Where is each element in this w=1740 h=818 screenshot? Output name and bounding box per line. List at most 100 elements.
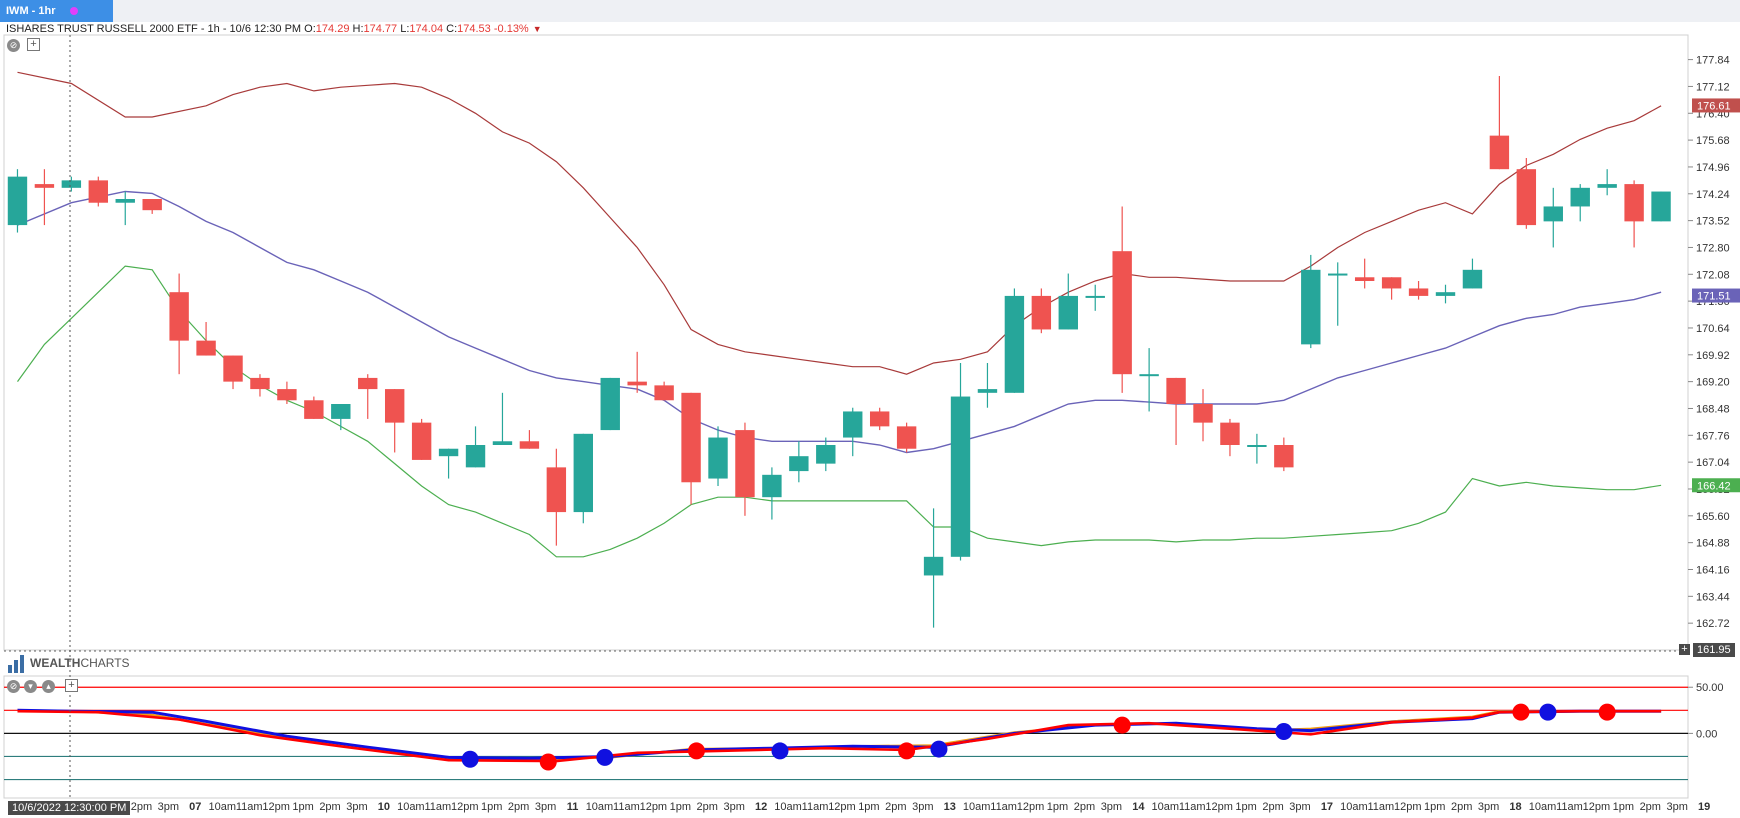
- chevron-down-icon[interactable]: ▾: [24, 680, 37, 693]
- wealthcharts-logo: WEALTHCHARTS: [8, 655, 130, 675]
- candle-body: [384, 389, 405, 423]
- time-axis-label: 11am: [236, 801, 263, 813]
- candle-down: [1624, 180, 1644, 248]
- candle-body: [115, 199, 135, 203]
- candle-body: [923, 556, 944, 576]
- candle-down: [277, 381, 297, 404]
- osc-red-line: [17, 709, 1662, 763]
- time-axis-label: 12pm: [1017, 801, 1045, 813]
- time-axis-label: 2pm: [1074, 801, 1095, 813]
- candle-body: [358, 377, 378, 390]
- candle-up: [492, 392, 513, 445]
- time-axis-label: 10: [378, 801, 390, 813]
- candle-body: [950, 396, 971, 557]
- candle-up: [923, 508, 944, 628]
- candle-down: [869, 407, 890, 431]
- candle-body: [1489, 135, 1510, 170]
- candle-down: [654, 381, 674, 401]
- crosshair-price-label: 161.95: [1693, 643, 1735, 657]
- expand-plus-icon[interactable]: +: [27, 38, 40, 51]
- price-axis-label: 167.04: [1696, 457, 1730, 469]
- price-axis-label: 169.92: [1696, 350, 1730, 362]
- candle-body: [843, 411, 863, 438]
- candle-body: [1004, 295, 1025, 393]
- candle-down: [1274, 437, 1294, 472]
- main-panel-border: [3, 34, 1689, 651]
- time-axis-label: 1pm: [1424, 801, 1445, 813]
- candle-down: [519, 430, 540, 449]
- time-axis-label: 2pm: [885, 801, 906, 813]
- candle-up: [1004, 288, 1025, 393]
- time-axis-label: 12pm: [640, 801, 668, 813]
- time-axis-label: 3pm: [346, 801, 367, 813]
- time-axis-label: 12pm: [1394, 801, 1422, 813]
- upper-band-line: [17, 71, 1662, 375]
- draw-tool-icon[interactable]: ⊘: [7, 39, 20, 52]
- candle-body: [789, 456, 809, 472]
- chevron-up-icon[interactable]: ▴: [42, 680, 55, 693]
- time-axis-label: 1pm: [1235, 801, 1256, 813]
- time-axis-label: 18: [1509, 801, 1521, 813]
- last-value-tag-label: 176.61: [1697, 100, 1731, 112]
- time-axis-label: 12pm: [1205, 801, 1233, 813]
- candle-down: [304, 396, 324, 419]
- osc-signal-marker: [1512, 703, 1530, 721]
- candle-down: [88, 176, 109, 207]
- candle-body: [492, 441, 513, 445]
- candle-up: [1651, 191, 1671, 222]
- osc-axis-label: 0.00: [1696, 728, 1717, 740]
- candle-down: [384, 389, 405, 453]
- time-axis-label: 2pm: [1640, 801, 1661, 813]
- candle-body: [1624, 184, 1644, 222]
- candle-body: [573, 433, 593, 513]
- candle-up: [1570, 184, 1590, 222]
- candle-body: [1651, 191, 1671, 222]
- price-axis-label: 168.48: [1696, 403, 1730, 415]
- candle-down: [358, 374, 378, 419]
- panel-plus-icon[interactable]: +: [65, 679, 78, 692]
- candle-body: [654, 385, 674, 401]
- osc-panel-border: [3, 675, 1689, 799]
- candle-up: [1247, 433, 1267, 464]
- time-axis-label: 11am: [613, 801, 640, 813]
- lower-band-line: [17, 265, 1662, 558]
- price-axis-label: 177.84: [1696, 55, 1730, 67]
- time-axis-label: 12pm: [1583, 801, 1611, 813]
- candle-body: [1570, 187, 1590, 207]
- time-axis-label: 10am: [397, 801, 425, 813]
- osc-signal-marker: [1275, 723, 1293, 741]
- axis-plus-icon[interactable]: +: [1679, 644, 1690, 655]
- last-value-tags: 176.61 171.51 166.42: [1692, 98, 1740, 493]
- time-axis-label: 10am: [586, 801, 614, 813]
- candle-body: [708, 437, 728, 479]
- settings-icon[interactable]: ⊘: [7, 680, 20, 693]
- candle-body: [1408, 288, 1429, 296]
- time-axis-label: 3pm: [1478, 801, 1499, 813]
- interval-info: - 1h - 10/6 12:30 PM: [197, 23, 302, 35]
- candle-body: [1516, 169, 1537, 226]
- time-axis-label: 3pm: [912, 801, 933, 813]
- time-axis-label: 1pm: [858, 801, 879, 813]
- osc-signal-marker: [461, 750, 479, 768]
- price-axis-label: 172.08: [1696, 269, 1730, 281]
- symbol-info-bar: ISHARES TRUST RUSSELL 2000 ETF - 1h - 10…: [6, 23, 542, 35]
- price-axis: 177.84177.12176.40175.68174.96174.24173.…: [1688, 55, 1730, 630]
- change-value: -0.13%: [493, 23, 529, 35]
- last-value-tag: [1692, 288, 1740, 303]
- crosshair-date-label: 10/6/2022 12:30:00 PM: [8, 801, 131, 815]
- candle-up: [1328, 262, 1348, 326]
- candle-up: [1058, 273, 1078, 330]
- candle-down: [34, 169, 55, 226]
- time-axis-label: 19: [1698, 801, 1710, 813]
- osc-signal-marker: [898, 742, 916, 760]
- chart-frame: [3, 34, 1689, 799]
- candle-down: [896, 422, 917, 453]
- chart-tab[interactable]: IWM - 1hr: [0, 0, 113, 22]
- candle-body: [519, 441, 540, 449]
- candle-up: [708, 426, 728, 486]
- candle-down: [1166, 377, 1186, 445]
- last-value-tag-label: 166.42: [1697, 480, 1731, 492]
- osc-signal-marker: [1113, 716, 1131, 734]
- candle-body: [169, 292, 189, 341]
